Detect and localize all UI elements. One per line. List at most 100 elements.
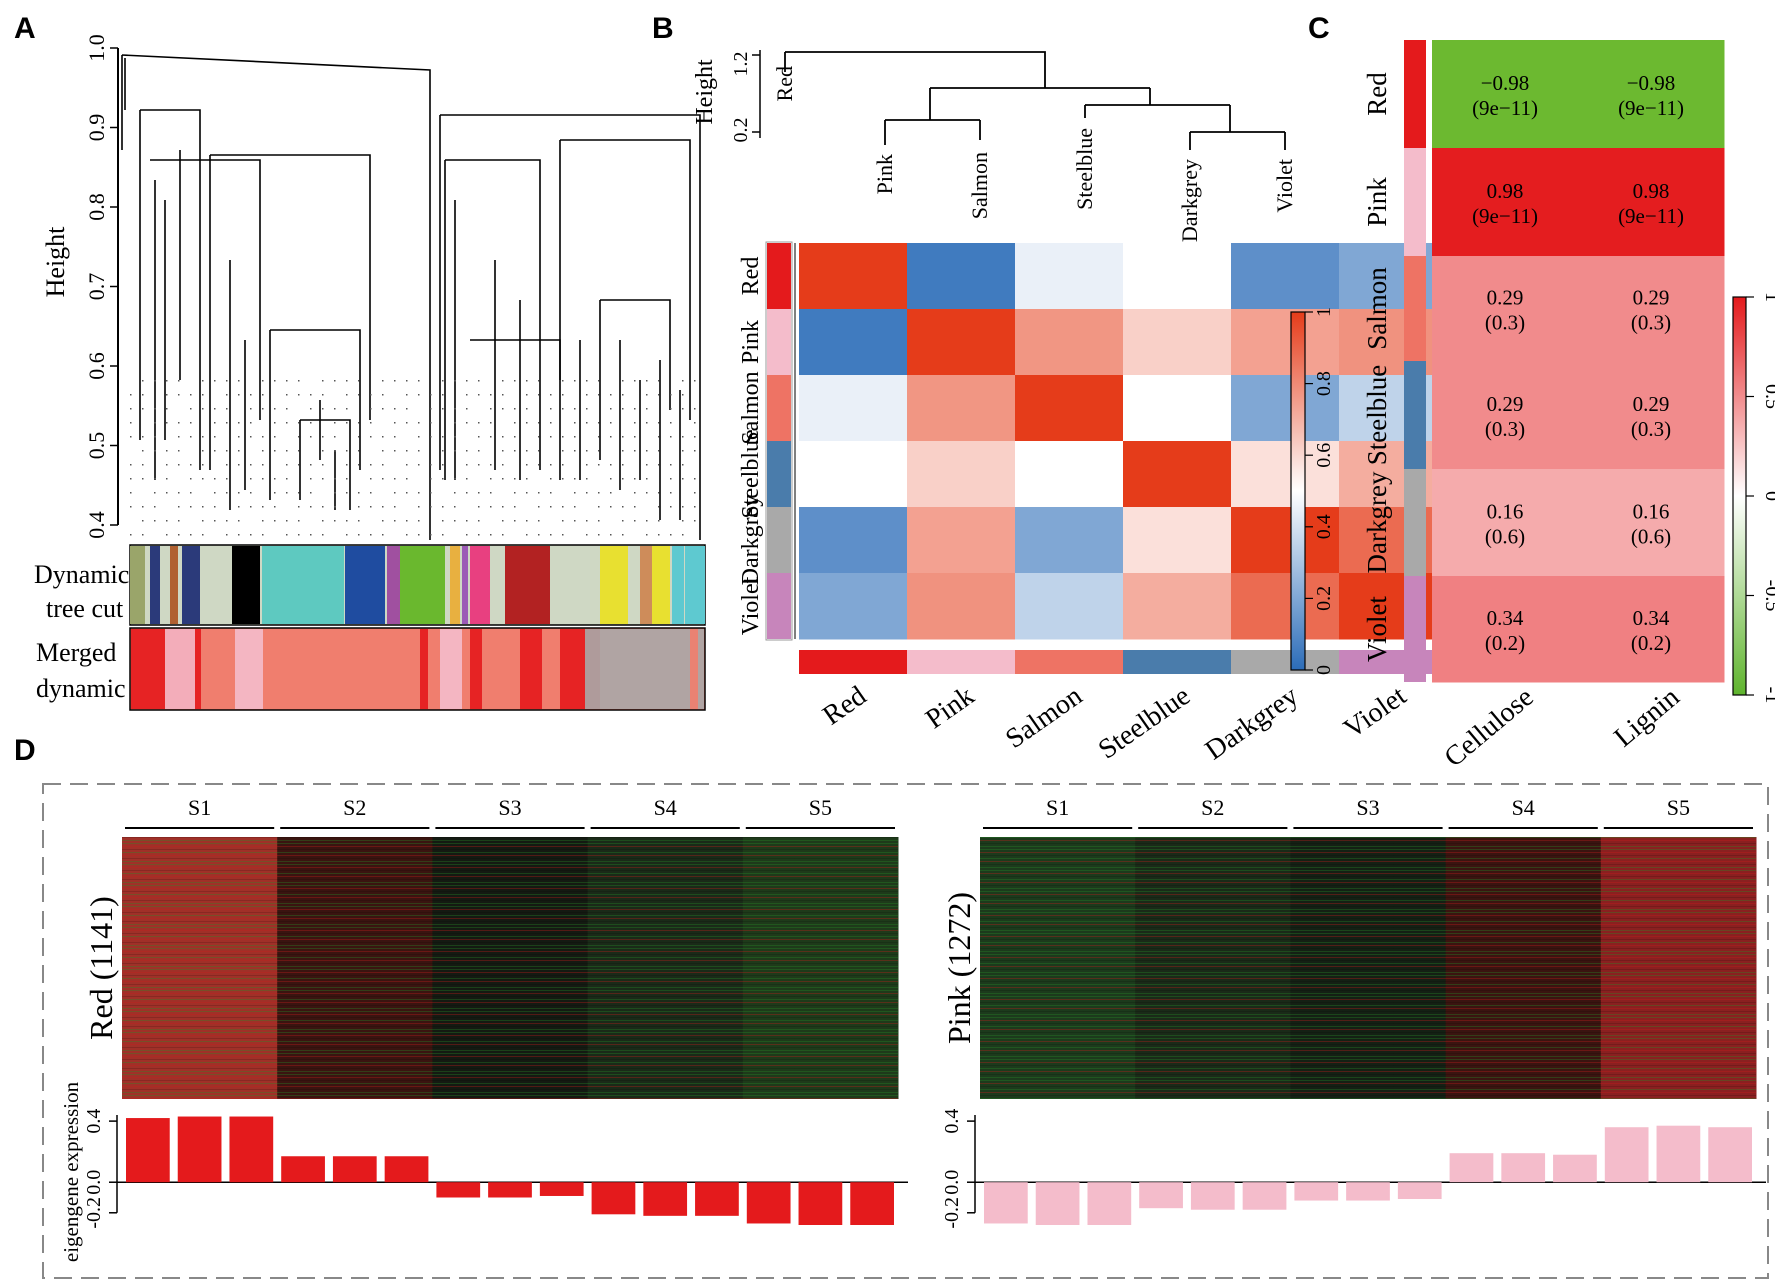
leaf-dot [682, 478, 684, 480]
leaf-dot [382, 394, 384, 396]
leaf-dot [202, 464, 204, 466]
d-heat-stripe [122, 1068, 898, 1069]
leaf-dot [478, 450, 480, 452]
leaf-dot [646, 422, 648, 424]
leaf-dot [178, 380, 180, 382]
c-cell-violet-cellulose [1432, 576, 1579, 683]
leaf-dot [394, 506, 396, 508]
leaf-dot [466, 534, 468, 536]
leaf-dot [694, 478, 696, 480]
leaf-dot [130, 534, 132, 536]
d-heat-stripe [980, 954, 1756, 955]
b-row-label-violet: Violet [738, 576, 764, 635]
c-cbar-label-1: 0.5 [1761, 384, 1775, 409]
leaf-dot [586, 380, 588, 382]
leaf-dot [430, 534, 432, 536]
c-row-label-red: Red [1362, 72, 1392, 116]
c-side-color-pink [1404, 148, 1426, 256]
d-heat-stripe [122, 1089, 898, 1090]
b-side-color-salmon [767, 375, 791, 441]
d-heat-stripe [122, 1095, 898, 1096]
d-dashed-frame [42, 783, 1769, 1279]
leaf-dot [202, 380, 204, 382]
d-heat-stripe [980, 1089, 1756, 1090]
b-cell-red-pink [907, 243, 1016, 310]
leaf-dot [190, 478, 192, 480]
a-ytick-label-2: 0.6 [84, 352, 109, 380]
leaf-dot [166, 534, 168, 536]
leaf-dot [454, 408, 456, 410]
leaf-dot [478, 520, 480, 522]
leaf-dot [310, 408, 312, 410]
leaf-dot [670, 436, 672, 438]
leaf-dot [538, 436, 540, 438]
leaf-dot [250, 506, 252, 508]
leaf-dot [142, 436, 144, 438]
leaf-dot [442, 436, 444, 438]
d-heat-col [846, 837, 899, 1099]
leaf-dot [310, 492, 312, 494]
leaf-dot [514, 422, 516, 424]
d-heat-col [1549, 837, 1602, 1099]
d-heat-stripe [122, 843, 898, 844]
leaf-dot [346, 464, 348, 466]
leaf-dot [334, 506, 336, 508]
leaf-dot [598, 534, 600, 536]
d-heat-stripe [980, 843, 1756, 844]
leaf-dot [346, 534, 348, 536]
merged-segment-1 [165, 629, 195, 709]
leaf-dot [670, 534, 672, 536]
leaf-dot [238, 520, 240, 522]
d-stage-label-s1: S1 [1046, 795, 1069, 820]
leaf-dot [658, 506, 660, 508]
leaf-dot [658, 492, 660, 494]
leaf-dot [646, 394, 648, 396]
leaf-dot [538, 380, 540, 382]
b-cell-violet-red [799, 573, 908, 640]
dendrogram [121, 54, 701, 540]
b-cell-violet-salmon [1015, 573, 1124, 640]
d-heat-stripe [122, 936, 898, 937]
leaf-dot [598, 436, 600, 438]
d-heat-stripe [980, 1038, 1756, 1039]
d-heat-stripe [122, 1065, 898, 1066]
leaf-dot [670, 394, 672, 396]
leaf-dot [154, 478, 156, 480]
c-cell-salmon-cellulose [1432, 256, 1579, 362]
leaf-dot [382, 478, 384, 480]
b-cbar-label-0: 0 [1313, 665, 1335, 675]
d-heat-stripe [980, 1074, 1756, 1075]
b-col-label-red: Red [817, 680, 872, 731]
b-col-label-violet: Violet [1338, 680, 1412, 745]
b-cell-salmon-steelblue [1123, 375, 1232, 442]
a-ylabel: Height [41, 226, 70, 298]
d-bar-red-9 [539, 1182, 584, 1196]
leaf-dot [166, 464, 168, 466]
d-heat-stripe [980, 1005, 1756, 1006]
leaf-dot [286, 492, 288, 494]
leaf-dot [526, 422, 528, 424]
leaf-dot [286, 394, 288, 396]
leaf-dot [274, 478, 276, 480]
leaf-dot [346, 408, 348, 410]
d-bar-red-5 [332, 1156, 377, 1183]
b-cell-salmon-darkgrey [1231, 375, 1340, 442]
c-cell-darkgrey-lignin [1578, 469, 1725, 577]
d-stage-label-s1: S1 [188, 795, 211, 820]
d-bar-pink-2 [1035, 1182, 1080, 1225]
d-ylabel: eigengene expression [59, 1081, 83, 1262]
b-cell-pink-pink [907, 309, 1016, 376]
leaf-dot [382, 464, 384, 466]
leaf-dot [394, 380, 396, 382]
leaf-dot [562, 534, 564, 536]
leaf-dot [406, 478, 408, 480]
d-heat-stripe [980, 1083, 1756, 1084]
b-cbar-label-5: 1 [1313, 307, 1335, 317]
b-dendro-leaf-red: Red [772, 66, 797, 101]
leaf-dot [418, 506, 420, 508]
d-heat-col [742, 837, 796, 1099]
leaf-dot [682, 380, 684, 382]
leaf-dot [574, 380, 576, 382]
row-label-merged-2: dynamic [36, 674, 126, 703]
d-heat-stripe [122, 879, 898, 880]
